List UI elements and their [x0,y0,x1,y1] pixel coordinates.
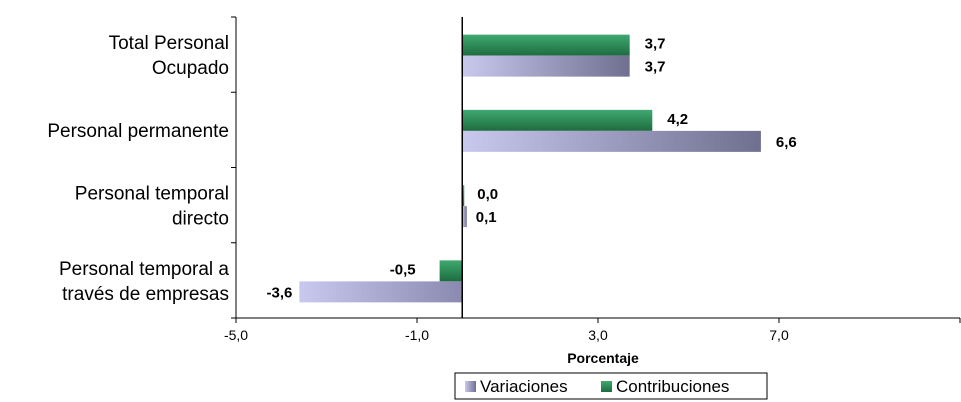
legend-swatch-contribuciones [601,381,612,392]
bar-contribuciones [462,34,630,56]
legend-swatch-variaciones [465,381,476,392]
bar-contribuciones [439,260,463,282]
data-label-variaciones: -3,6 [266,284,292,301]
bar-contribuciones [462,185,465,207]
x-tick-label: -5,0 [224,327,248,343]
plot-area: 3,7 3,7 4,2 6,6 0,0 0,1 -0,5 -3,6 [231,16,960,319]
data-label-contribuciones: -0,5 [390,261,416,278]
category-label: Personal permanente [47,121,229,142]
category-label: Ocupado [152,58,229,79]
bar-variaciones [462,130,761,152]
bar-variaciones [299,281,463,303]
x-axis-title: Porcentaje [567,350,639,366]
legend-label-variaciones: Variaciones [480,377,568,396]
bar-variaciones [462,206,467,228]
data-label-variaciones: 6,6 [776,134,797,151]
data-label-variaciones: 0,1 [476,209,497,226]
data-label-variaciones: 3,7 [645,59,666,76]
category-label: través de empresas [62,284,229,305]
data-label-contribuciones: 0,0 [477,186,498,203]
bar-contribuciones [462,109,653,131]
legend-label-contribuciones: Contribuciones [616,377,729,396]
bar-variaciones [462,55,630,77]
category-label: Personal temporal a [59,259,229,280]
category-label: Total Personal [109,33,229,54]
data-label-contribuciones: 3,7 [645,36,666,53]
category-label: directo [172,209,229,230]
x-tick-label: 3,0 [588,327,608,343]
category-labels: Total Personal Ocupado Personal permanente… [47,33,229,305]
x-tick-label: -1,0 [405,327,429,343]
x-tick-label: 7,0 [769,327,789,343]
category-label: Personal temporal [75,184,229,205]
data-label-contribuciones: 4,2 [667,111,688,128]
legend: Variaciones Contribuciones [454,372,768,400]
x-axis-ticks: -5,0 -1,0 3,0 7,0 [224,318,961,343]
